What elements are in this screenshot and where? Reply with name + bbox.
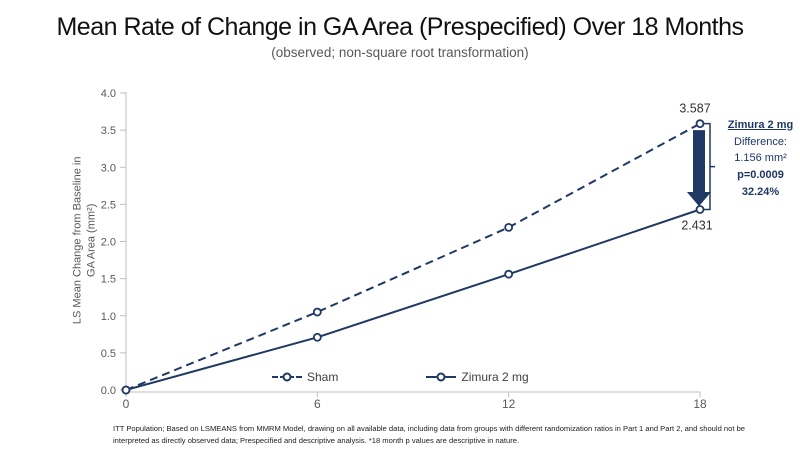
series-line-solid — [125, 208, 701, 391]
y-axis-title-line1: LS Mean Change from Baseline in — [71, 156, 84, 325]
y-axis-tick-label: 2.5 — [101, 199, 116, 211]
x-axis-tick-label: 0 — [123, 397, 130, 411]
data-point-marker — [121, 385, 131, 395]
y-axis-tick-label: 0.5 — [101, 348, 116, 360]
x-axis-tick-label: 18 — [693, 397, 707, 411]
zimura-line-marker-icon — [426, 372, 457, 382]
x-axis-tick-label: 12 — [502, 397, 516, 411]
annotation-heading: Zimura 2 mg — [727, 119, 794, 131]
zimura-end-data-label: 2.431 — [681, 218, 712, 232]
y-axis-tick-label: 4.0 — [101, 88, 116, 100]
footnote-line1: ITT Population; Based on LSMEANS from MM… — [113, 424, 746, 433]
legend-label-zimura: Zimura 2 mg — [461, 370, 529, 384]
annotation-difference-label: Difference: — [734, 135, 787, 148]
data-point-marker — [504, 222, 514, 232]
y-axis-tick-label: 2.0 — [101, 237, 116, 249]
difference-annotation: Zimura 2 mg Difference: 1.156 mm² p=0.00… — [721, 117, 800, 201]
sham-end-data-label: 3.587 — [679, 102, 710, 116]
difference-arrow-icon — [686, 130, 712, 207]
y-axis-title: LS Mean Change from Baseline in GA Area … — [71, 133, 100, 347]
annotation-difference-value: 1.156 mm² — [734, 152, 787, 165]
y-axis-tick-label: 1.5 — [101, 274, 116, 286]
series-line-dashed — [125, 122, 701, 391]
chart-legend: Sham Zimura 2 mg — [272, 370, 529, 384]
legend-item-zimura: Zimura 2 mg — [426, 370, 529, 384]
data-point-marker — [695, 119, 705, 129]
y-axis-tick-label: 3.0 — [101, 162, 116, 174]
chart-subtitle: (observed; non-square root transformatio… — [271, 45, 529, 60]
data-point-marker — [695, 205, 705, 214]
data-point-marker — [312, 307, 322, 317]
legend-item-sham: Sham — [272, 370, 338, 384]
sham-line-marker-icon — [272, 372, 302, 382]
data-point-marker — [504, 269, 514, 279]
bracket-icon — [703, 122, 715, 211]
chart-title: Mean Rate of Change in GA Area (Prespeci… — [56, 13, 744, 41]
x-axis-tick-label: 6 — [314, 397, 321, 411]
data-point-marker — [312, 332, 322, 342]
y-axis-tick-label: 0.0 — [101, 385, 116, 397]
annotation-p-value: p=0.0009 — [737, 169, 784, 182]
footnote: ITT Population; Based on LSMEANS from MM… — [113, 423, 777, 447]
y-axis-tick-label: 3.5 — [101, 125, 116, 137]
annotation-percent: 32.24% — [741, 185, 780, 198]
y-axis-title-line2: GA Area (mm²) — [86, 203, 98, 277]
footnote-line2: interpreted as directly observed data; P… — [113, 435, 520, 445]
legend-label-sham: Sham — [307, 370, 339, 384]
y-axis-tick-label: 1.0 — [101, 311, 116, 323]
